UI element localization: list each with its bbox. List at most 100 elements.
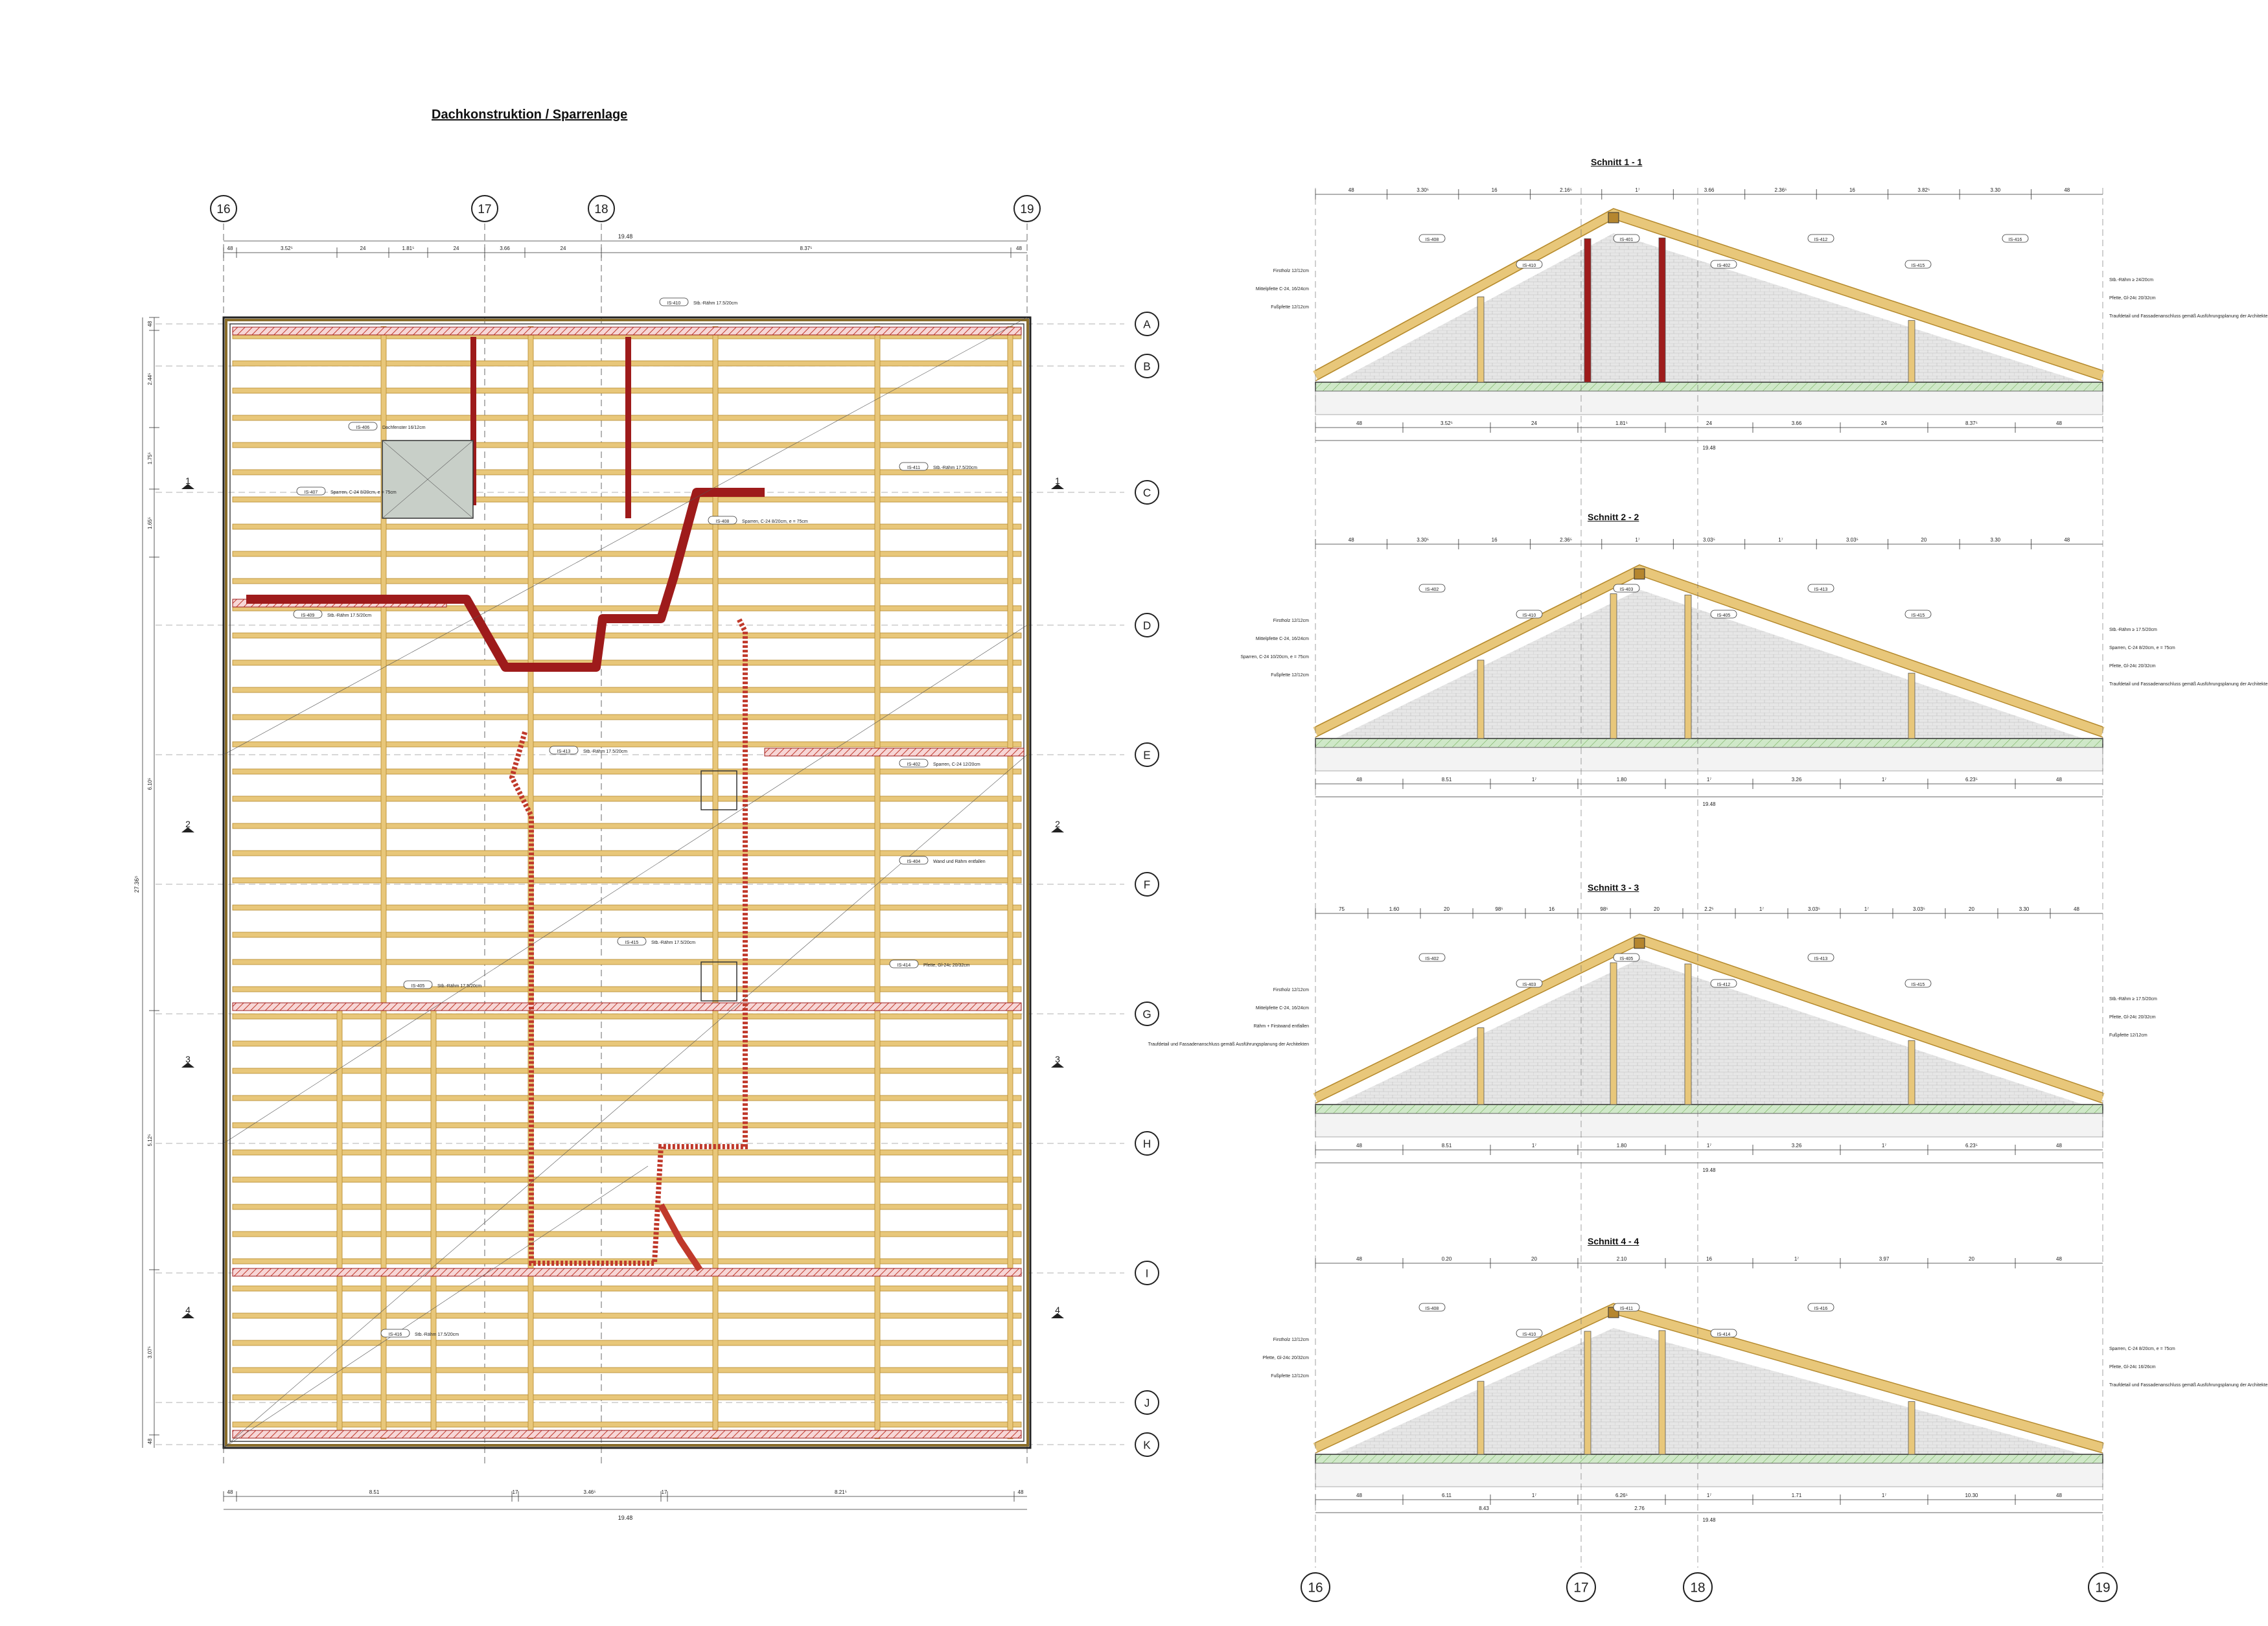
- rafter: [232, 632, 1022, 639]
- section-1-tag: IS-415: [1912, 264, 1925, 268]
- tag-is-415: [1904, 260, 1932, 269]
- tag-is-402: [1418, 953, 1446, 962]
- section-1-dim-bottom-1: 3.52⁵: [1441, 420, 1453, 426]
- section-2-dim-bottom-1: 8.51: [1442, 777, 1452, 783]
- section-4-tag: IS-408: [1426, 1307, 1439, 1311]
- section-mark-right-2: 2: [1055, 819, 1060, 829]
- tag-is-416: [2002, 234, 2029, 243]
- dim-bottom-1: 8.51: [369, 1489, 380, 1495]
- rafter: [232, 877, 1022, 884]
- axis-bubble-16-label: 16: [216, 203, 230, 216]
- outer-wall: [222, 316, 1032, 1449]
- axis-bubble-B: [1135, 354, 1159, 378]
- concrete-beam: [232, 1002, 1022, 1011]
- section-1-dim-top-8: 3.82⁵: [1917, 187, 1930, 193]
- section-1-dim-bottom-5: 3.66: [1792, 420, 1802, 426]
- section-1-dim-top-6: 2.36⁵: [1775, 187, 1787, 193]
- axis-bubble-C-label: C: [1143, 487, 1151, 499]
- section-arrow: [181, 1313, 194, 1318]
- bottom-axis-bubble-18: [1683, 1572, 1713, 1602]
- dim-top-7: 8.37⁵: [800, 246, 813, 251]
- rafter: [232, 1122, 1022, 1128]
- tag-is-407: [296, 487, 326, 496]
- section-2-dim-top-1: 3.30⁵: [1417, 537, 1429, 543]
- section-3-dim-bottom-6: 1⁷: [1882, 1143, 1886, 1149]
- tag-text: Stb.-Rähm 17.5/20cm: [327, 613, 371, 618]
- section-4-tag: IS-414: [1717, 1333, 1731, 1337]
- tag-label: IS-411: [907, 466, 920, 470]
- bottom-axis-bubble-18-label: 18: [1690, 1581, 1705, 1596]
- section-2-post: [1477, 659, 1485, 739]
- section-4-dim-top-6: 3.97: [1879, 1256, 1890, 1262]
- section-3-dim-top-10: 1⁷: [1864, 906, 1869, 912]
- tag-text: Stb.-Rähm 17.5/20cm: [651, 941, 695, 945]
- dim-left-3: 1.65⁵: [147, 517, 153, 529]
- section-1-dim-bottom-6: 24: [1881, 420, 1887, 426]
- tag-text: Dachfenster 16/12cm: [382, 426, 426, 430]
- rafter: [232, 578, 1022, 584]
- dim-left-6: 3.07⁵: [147, 1346, 153, 1358]
- section-2-dim-top-4: 1⁷: [1635, 537, 1639, 543]
- section-2-dim-bottom-6: 1⁷: [1882, 777, 1886, 783]
- section-4-dim-top-0: 48: [1356, 1256, 1362, 1262]
- section-4-subtotal-1: 2.76: [1634, 1506, 1645, 1511]
- axis-bubble-17-label: 17: [478, 203, 491, 216]
- section-2-dim-top-10: 48: [2064, 537, 2070, 543]
- section-1-wall-below: [1315, 391, 2103, 415]
- section-3-post: [1477, 1027, 1485, 1105]
- section-3-dim-top-14: 48: [2074, 906, 2079, 912]
- dim-bottom-6: 48: [1018, 1489, 1024, 1495]
- rafter: [232, 659, 1022, 666]
- section-3-dim-top-6: 20: [1654, 906, 1660, 912]
- section-1-dim-bottom-0: 48: [1356, 420, 1362, 426]
- section-3-dim-top-12: 20: [1969, 906, 1974, 912]
- section-1-post: [1584, 238, 1591, 383]
- rafter: [232, 741, 1022, 748]
- section-1-tag: IS-402: [1717, 264, 1731, 268]
- section-3-note-3: Pfette, Gl-24c 20/32cm: [2109, 1015, 2156, 1020]
- diag-line: [223, 317, 1028, 755]
- axis-bubble-H-label: H: [1143, 1138, 1151, 1150]
- axis-bubble-E-label: E: [1143, 749, 1150, 761]
- axis-bubble-A-label: A: [1143, 318, 1151, 330]
- axis-bubble-G-label: G: [1142, 1008, 1151, 1020]
- rafter: [232, 1095, 1022, 1101]
- section-2-note-7: Traufdetail und Fassadenanschluss gemäß …: [2109, 682, 2268, 687]
- rafter: [232, 551, 1022, 557]
- rafter: [232, 1040, 1022, 1047]
- section-2-dim-top-9: 3.30: [1991, 537, 2001, 543]
- section-3-dim-top-5: 98⁵: [1600, 906, 1608, 912]
- axis-bubble-16: [210, 195, 237, 222]
- section-4-dim-bottom-5: 1.71: [1792, 1493, 1802, 1498]
- section-arrow: [181, 1062, 194, 1068]
- tag-is-413: [1807, 584, 1834, 593]
- concrete-beam: [764, 748, 1024, 757]
- section-mark-left-3: 3: [185, 1054, 191, 1064]
- section-3-note-6: Traufdetail und Fassadenanschluss gemäß …: [1148, 1042, 1310, 1047]
- rafter: [232, 1285, 1022, 1292]
- rafter: [232, 1149, 1022, 1156]
- section-1-floor: [1315, 382, 2103, 392]
- section-4-total: 19.48: [1702, 1517, 1716, 1523]
- section-3-dim-bottom-2: 1⁷: [1532, 1143, 1536, 1149]
- section-4-note-3: Pfette, Gl-24c 16/26cm: [2109, 1365, 2156, 1369]
- section-3-tag: IS-412: [1717, 983, 1731, 987]
- tag-is-408: [708, 516, 737, 525]
- tag-is-403: [1516, 979, 1543, 988]
- section-1-dim-bottom-3: 1.81⁵: [1615, 420, 1628, 426]
- section-2-note-3: Sparren, C-24 8/20cm, e = 75cm: [2109, 646, 2175, 650]
- dim-bottom-5: 8.21⁵: [835, 1489, 847, 1495]
- wall-plate: [225, 319, 1029, 1447]
- tag-is-401: [1613, 234, 1640, 243]
- section-4-note-0: Firstholz 12/12cm: [1273, 1338, 1309, 1342]
- section-4-dim-top-5: 1⁷: [1794, 1256, 1799, 1262]
- bottom-axis-bubble-17-label: 17: [1573, 1581, 1588, 1596]
- section-4-note-2: Pfette, Gl-24c 20/32cm: [1262, 1356, 1309, 1360]
- section-3-dim-top-7: 2.2⁵: [1704, 906, 1713, 912]
- rafter: [232, 1421, 1022, 1428]
- section-2-post: [1684, 595, 1692, 739]
- section-mark-right-3: 3: [1055, 1054, 1060, 1064]
- section-title-3: Schnitt 3 - 3: [1588, 882, 1639, 893]
- section-1-dim-top-3: 2.16⁵: [1560, 187, 1572, 193]
- rafter: [232, 1068, 1022, 1074]
